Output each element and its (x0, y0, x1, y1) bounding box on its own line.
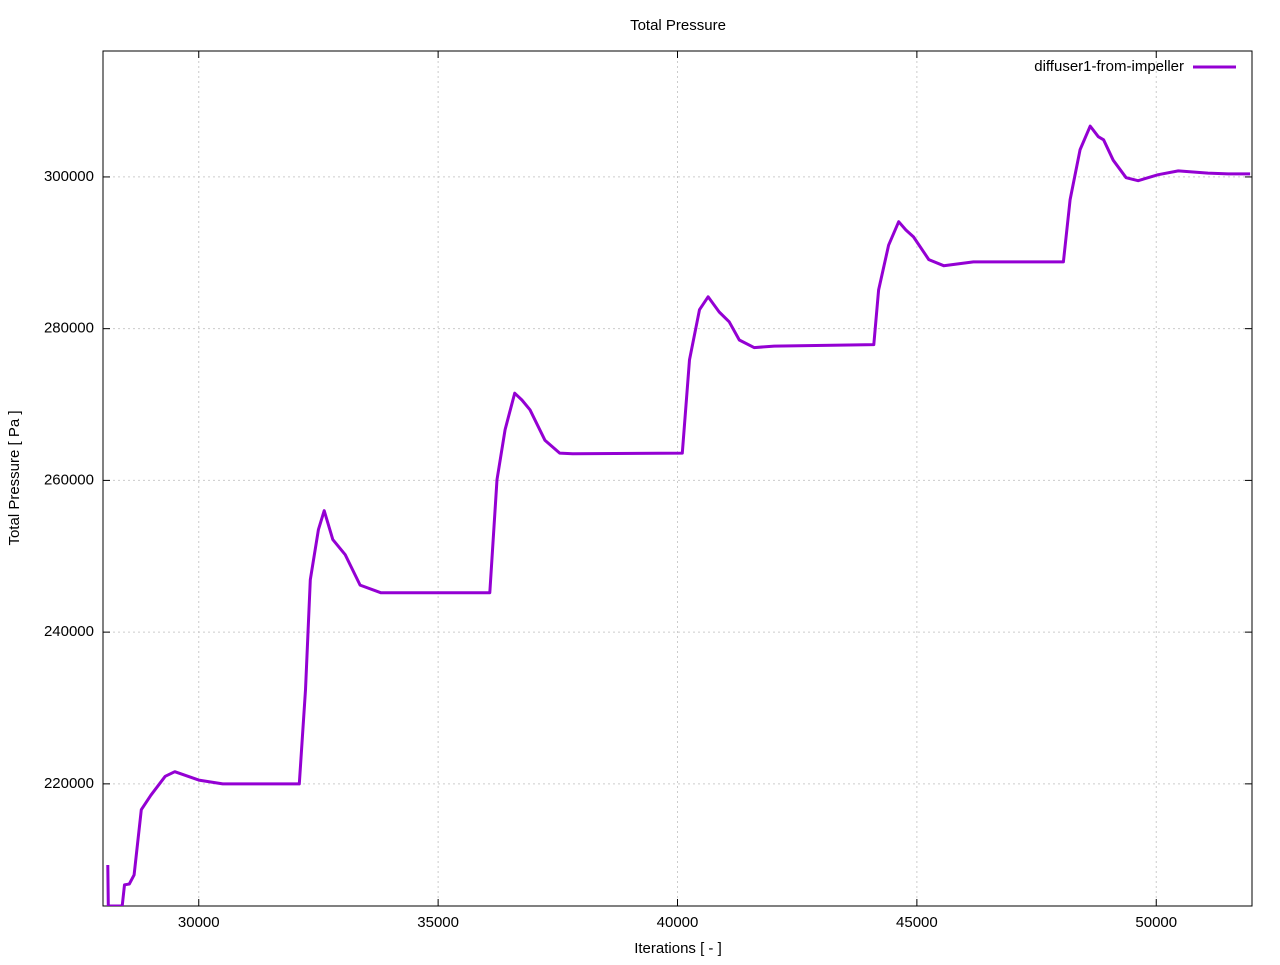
y-tick-label: 280000 (44, 320, 94, 337)
y-tick-label: 260000 (44, 471, 94, 488)
legend-label: diffuser1-from-impeller (1034, 58, 1184, 75)
data-line (106, 124, 1251, 906)
y-axis-label: Total Pressure [ Pa ] (6, 410, 23, 545)
chart-title: Total Pressure (630, 17, 726, 34)
plot-frame (102, 50, 1253, 907)
y-tick-label: 300000 (44, 168, 94, 185)
x-tick-label: 50000 (1135, 914, 1177, 931)
x-axis-label: Iterations [ - ] (634, 940, 722, 957)
x-tick-label: 35000 (417, 914, 459, 931)
y-tick-label: 220000 (44, 775, 94, 792)
y-tick-label: 240000 (44, 623, 94, 640)
x-tick-label: 40000 (657, 914, 699, 931)
plot-area (106, 124, 1251, 906)
x-tick-label: 30000 (178, 914, 220, 931)
x-tick-label: 45000 (896, 914, 938, 931)
